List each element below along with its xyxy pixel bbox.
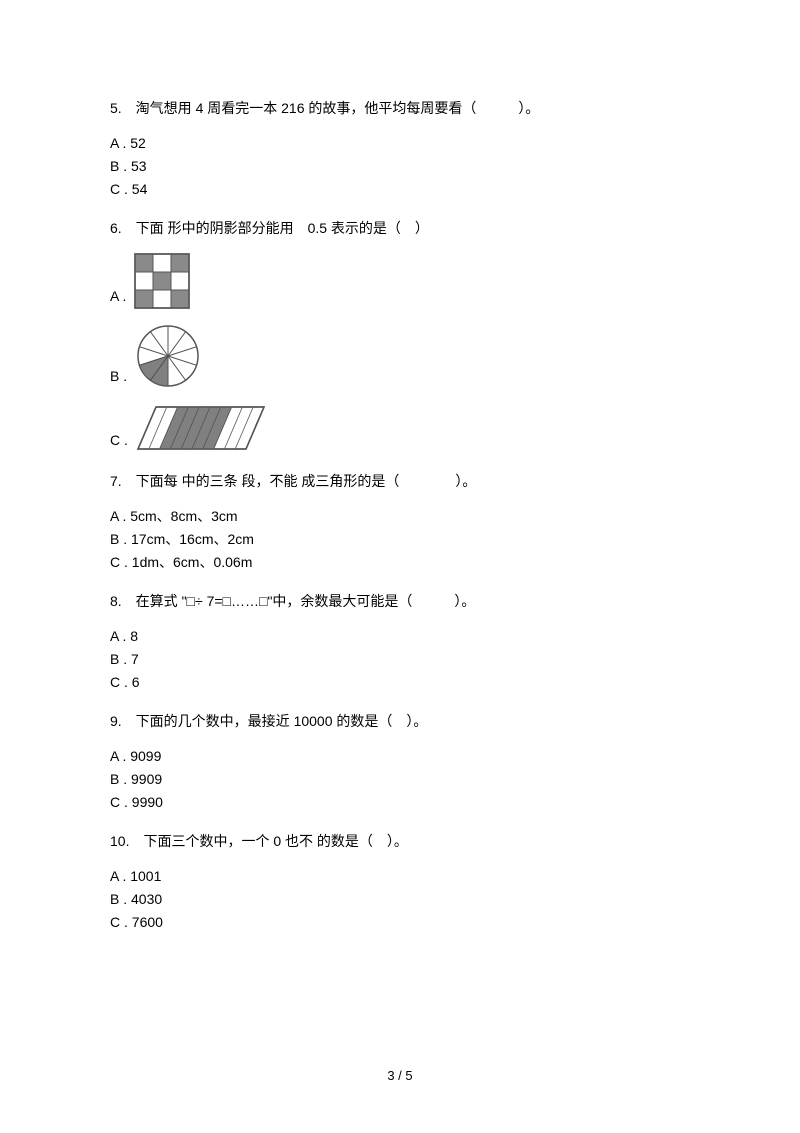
question-10: 10. 下面三个数中，一个 0 也不 的数是（ ）。 A . 1001 B . … xyxy=(110,831,690,933)
question-9: 9. 下面的几个数中，最接近 10000 的数是（ ）。 A . 9099 B … xyxy=(110,711,690,813)
q8-opt-c: C . 6 xyxy=(110,672,690,693)
q7-opt-b: B . 17cm、16cm、2cm xyxy=(110,529,690,550)
q5-opt-b: B . 53 xyxy=(110,156,690,177)
question-7: 7. 下面每 中的三条 段，不能 成三角形的是（ ）。 A . 5cm、8cm、… xyxy=(110,471,690,573)
question-8: 8. 在算式 "□÷ 7=□……□"中，余数最大可能是（ ）。 A . 8 B … xyxy=(110,591,690,693)
question-9-text: 9. 下面的几个数中，最接近 10000 的数是（ ）。 xyxy=(110,711,690,732)
question-5-options: A . 52 B . 53 C . 54 xyxy=(110,133,690,200)
q6-opt-b: B . xyxy=(110,323,690,389)
q6-opt-c-label: C . xyxy=(110,430,128,453)
question-7-text: 7. 下面每 中的三条 段，不能 成三角形的是（ ）。 xyxy=(110,471,690,492)
q9-opt-c: C . 9990 xyxy=(110,792,690,813)
pie-chart-icon xyxy=(135,323,201,389)
q10-opt-c: C . 7600 xyxy=(110,912,690,933)
q8-opt-a: A . 8 xyxy=(110,626,690,647)
question-10-text: 10. 下面三个数中，一个 0 也不 的数是（ ）。 xyxy=(110,831,690,852)
q5-opt-a: A . 52 xyxy=(110,133,690,154)
question-8-options: A . 8 B . 7 C . 6 xyxy=(110,626,690,693)
q6-opt-a: A . xyxy=(110,253,690,309)
q10-opt-b: B . 4030 xyxy=(110,889,690,910)
page-number: 3 / 5 xyxy=(0,1068,800,1083)
q6-opt-a-label: A . xyxy=(110,286,126,309)
grid-3x3-icon xyxy=(134,253,190,309)
parallelogram-icon xyxy=(136,403,266,453)
question-9-options: A . 9099 B . 9909 C . 9990 xyxy=(110,746,690,813)
q5-opt-c: C . 54 xyxy=(110,179,690,200)
page-content: 5. 淘气想用 4 周看完一本 216 的故事，他平均每周要看（ ）。 A . … xyxy=(0,0,800,933)
question-6: 6. 下面 形中的阴影部分能用 0.5 表示的是（ ） A . B . xyxy=(110,218,690,453)
question-5: 5. 淘气想用 4 周看完一本 216 的故事，他平均每周要看（ ）。 A . … xyxy=(110,98,690,200)
question-8-text: 8. 在算式 "□÷ 7=□……□"中，余数最大可能是（ ）。 xyxy=(110,591,690,612)
q6-opt-b-label: B . xyxy=(110,366,127,389)
q8-opt-b: B . 7 xyxy=(110,649,690,670)
q9-opt-a: A . 9099 xyxy=(110,746,690,767)
question-6-text: 6. 下面 形中的阴影部分能用 0.5 表示的是（ ） xyxy=(110,218,690,239)
question-10-options: A . 1001 B . 4030 C . 7600 xyxy=(110,866,690,933)
question-7-options: A . 5cm、8cm、3cm B . 17cm、16cm、2cm C . 1d… xyxy=(110,506,690,573)
q7-opt-a: A . 5cm、8cm、3cm xyxy=(110,506,690,527)
q10-opt-a: A . 1001 xyxy=(110,866,690,887)
q6-opt-c: C . xyxy=(110,403,690,453)
q9-opt-b: B . 9909 xyxy=(110,769,690,790)
q7-opt-c: C . 1dm、6cm、0.06m xyxy=(110,552,690,573)
question-5-text: 5. 淘气想用 4 周看完一本 216 的故事，他平均每周要看（ ）。 xyxy=(110,98,690,119)
